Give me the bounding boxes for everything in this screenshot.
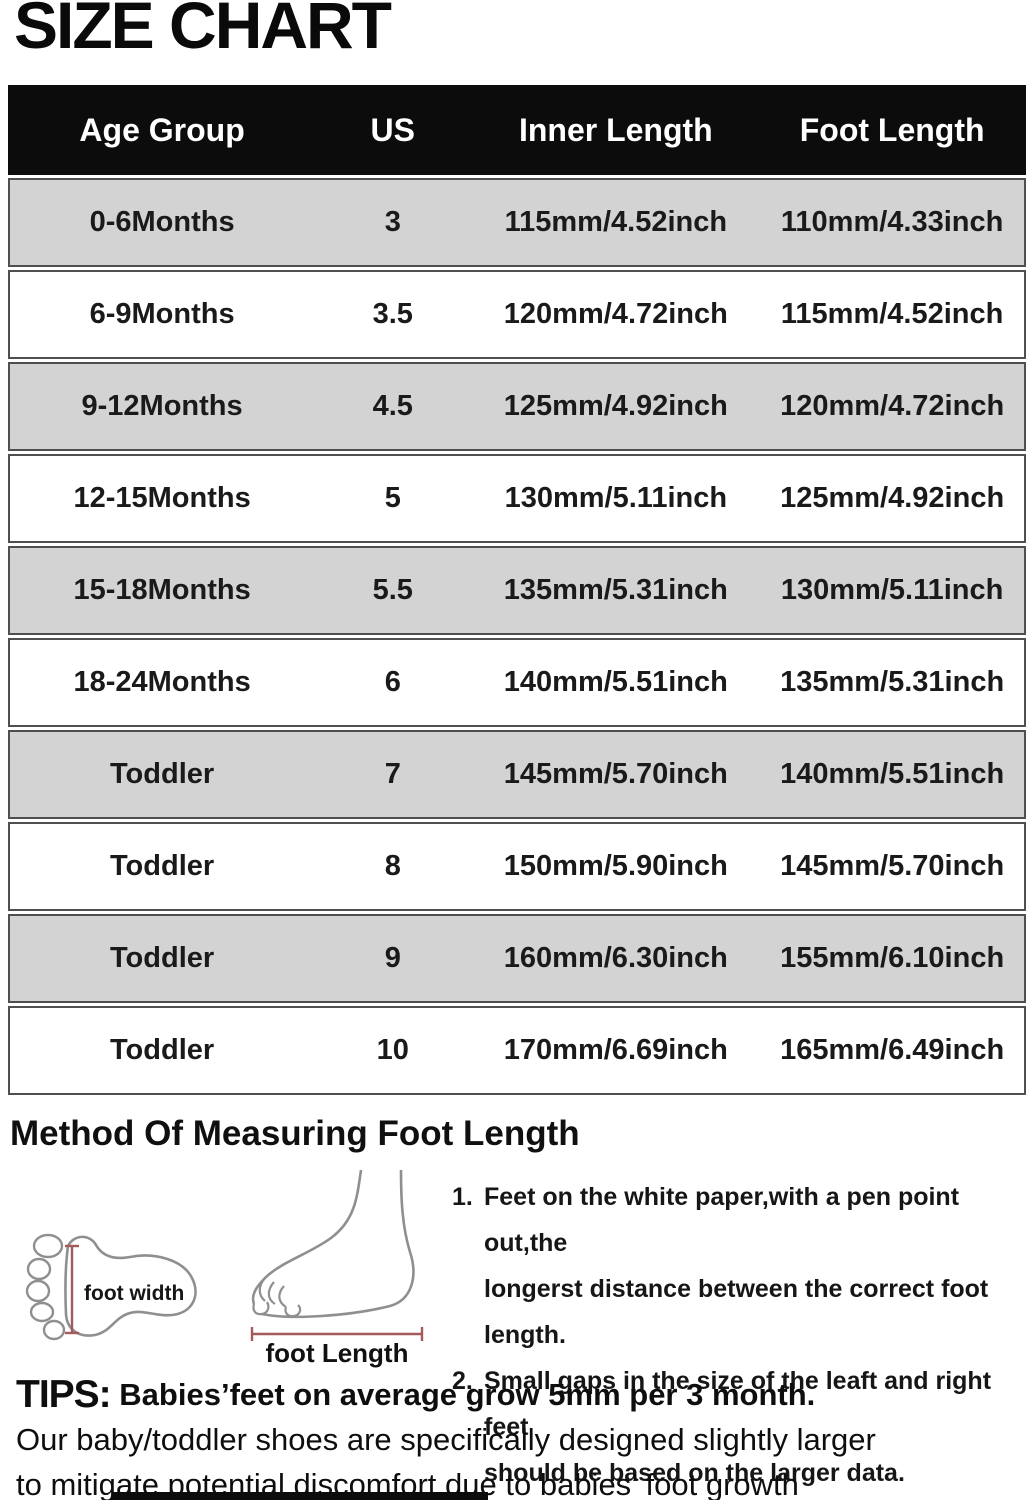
table-row: 6-9Months 3.5 120mm/4.72inch 115mm/4.52inch [8,270,1026,359]
foot-width-label: foot width [84,1282,184,1305]
table-cell: 0-6Months [89,206,235,238]
table-cell: 160mm/6.30inch [503,942,728,974]
table-cell: 120mm/4.72inch [780,390,1005,422]
instruction-item-1: 1. Feet on the white paper,with a pen po… [452,1174,1032,1358]
table-cell: 170mm/6.69inch [503,1034,728,1066]
table-cell: Toddler [110,758,215,790]
table-row: Toddler 8 150mm/5.90inch 145mm/5.70inch [8,822,1026,911]
table-cell: 140mm/5.51inch [780,758,1005,790]
table-cell: 5 [384,482,401,514]
tips-line-2: Our baby/toddler shoes are specifically … [16,1422,876,1457]
foot-front-outline [251,1169,363,1305]
header-age-group: Age Group [79,111,245,148]
foot-length-label: foot Length [266,1338,409,1368]
tips-text-1: Babies’feet on average grow 5mm per 3 mo… [119,1377,816,1412]
header-us: US [370,111,415,148]
table-cell: 5.5 [372,574,413,606]
table-row: Toddler 10 170mm/6.69inch 165mm/6.49inch [8,1006,1026,1095]
table-cell: 165mm/6.49inch [780,1034,1005,1066]
table-cell: 3.5 [372,298,413,330]
table-cell: 3 [384,206,401,238]
measuring-heading: Method Of Measuring Foot Length [10,1114,580,1153]
cutoff-text-bar [112,1492,488,1500]
foot-sole-outline [64,1235,197,1337]
table-cell: 145mm/5.70inch [780,850,1005,882]
table-cell: 125mm/4.92inch [503,390,728,422]
foot-width-measure-line [65,1244,79,1335]
tips-section: TIPS: Babies’feet on average grow 5mm pe… [16,1372,1024,1500]
table-cell: 115mm/4.52inch [780,298,1004,330]
header-foot-length: Foot Length [799,111,985,148]
tips-label: TIPS: [16,1373,112,1416]
table-cell: 150mm/5.90inch [503,850,728,882]
instruction-text: Feet on the white paper,with a pen point… [484,1183,989,1349]
table-row: 12-15Months 5 130mm/5.11inch 125mm/4.92inch [8,454,1026,543]
table-cell: 140mm/5.51inch [503,666,728,698]
table-cell: Toddler [110,942,215,974]
measuring-instructions: 1. Feet on the white paper,with a pen po… [452,1174,1032,1496]
foot-toes [25,1233,66,1341]
foot-top-view-icon: foot width [25,1233,197,1341]
instruction-text: Small gaps in the size of the leaft and … [484,1367,992,1487]
foot-bottom-heel-outline [261,1169,415,1319]
table-cell: 120mm/4.72inch [503,298,728,330]
table-cell: 6 [384,666,401,698]
table-row: 18-24Months 6 140mm/5.51inch 135mm/5.31inch [8,638,1026,727]
table-cell: 125mm/4.92inch [780,482,1005,514]
table-cell: 6-9Months [89,298,235,330]
foot-length-measure-line [250,1327,424,1341]
table-cell: 9-12Months [81,390,243,422]
table-cell: Toddler [110,850,215,882]
table-cell: 110mm/4.33inch [780,206,1004,238]
size-table-body: 0-6Months 3 115mm/4.52inch 110mm/4.33inch 6-… [8,178,1026,1095]
table-cell: 7 [384,758,401,790]
table-cell: 130mm/5.11inch [780,574,1004,606]
header-inner-length: Inner Length [518,111,713,148]
table-header-row: Age Group US Inner Length Foot Length [8,85,1026,175]
foot-toe-lines [252,1277,302,1318]
table-row: Toddler 7 145mm/5.70inch 140mm/5.51inch [8,730,1026,819]
table-cell: 115mm/4.52inch [504,206,728,238]
instruction-item-2: 2. Small gaps in the size of the leaft a… [452,1358,1032,1496]
table-cell: 4.5 [372,390,413,422]
instruction-number: 2. [452,1367,473,1395]
table-cell: 130mm/5.11inch [504,482,728,514]
table-cell: 12-15Months [73,482,251,514]
instruction-number: 1. [452,1183,473,1211]
table-row: Toddler 9 160mm/6.30inch 155mm/6.10inch [8,914,1026,1003]
size-table: Age Group US Inner Length Foot Length 0-… [8,85,1026,1095]
table-cell: 15-18Months [73,574,251,606]
table-cell: 145mm/5.70inch [503,758,728,790]
table-cell: 9 [384,942,401,974]
table-cell: Toddler [110,1034,215,1066]
tips-line-1: TIPS: Babies’feet on average grow 5mm pe… [16,1372,1024,1417]
table-cell: 18-24Months [73,666,251,698]
foot-side-view-icon: foot Length [250,1169,424,1368]
table-row: 9-12Months 4.5 125mm/4.92inch 120mm/4.72inc… [8,362,1026,451]
table-cell: 8 [384,850,401,882]
table-row: 0-6Months 3 115mm/4.52inch 110mm/4.33inch [8,178,1026,267]
table-cell: 135mm/5.31inch [780,666,1005,698]
table-cell: 10 [376,1034,409,1066]
table-cell: 135mm/5.31inch [503,574,728,606]
table-cell: 155mm/6.10inch [780,942,1005,974]
table-row: 15-18Months 5.5 135mm/5.31inch 130mm/5.11in… [8,546,1026,635]
page-title: SIZE CHART [14,0,392,62]
